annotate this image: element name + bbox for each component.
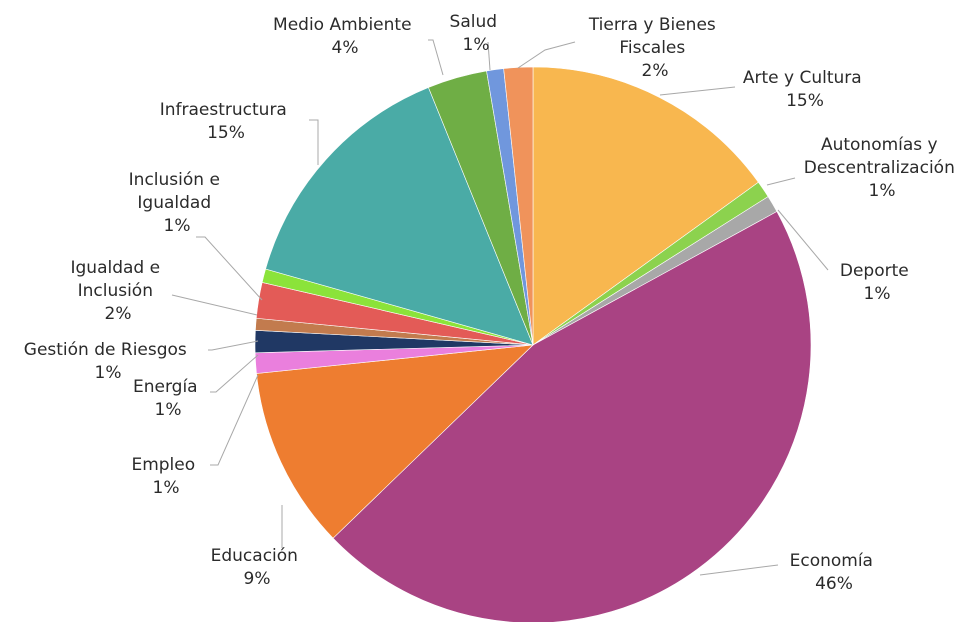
label-empleo: Empleo 1%: [131, 455, 200, 498]
leader-tierra: [517, 41, 576, 69]
label-gestion: Gestión de Riesgos 1%: [24, 340, 192, 383]
label-economia: Economía 46%: [790, 551, 879, 594]
label-medio-ambiente: Medio Ambiente 4%: [273, 15, 417, 58]
leader-arte-y-cultura: [659, 86, 736, 96]
slice-infraestructura: [265, 87, 534, 346]
label-deporte: Deporte 1%: [840, 261, 914, 304]
leader-infraestructura: [309, 119, 319, 165]
label-inclusion: Inclusión e Igualdad 1%: [129, 170, 226, 236]
leader-medio-ambiente: [428, 39, 444, 76]
label-energia: Energía 1%: [133, 377, 203, 420]
leader-salud: [487, 41, 491, 71]
leader-inclusion: [196, 236, 263, 301]
leader-economia: [699, 564, 779, 576]
slice-educacion: [256, 344, 534, 539]
label-igualdad: Igualdad e Inclusión 2%: [71, 258, 166, 324]
label-autonomias: Autonomías y Descentralización 1%: [804, 135, 961, 201]
label-educacion: Educación 9%: [211, 546, 304, 589]
leader-empleo: [210, 374, 259, 466]
leader-energia: [210, 354, 259, 393]
leader-deporte: [777, 209, 829, 271]
leader-igualdad: [171, 294, 258, 316]
label-tierra: Tierra y Bienes Fiscales 2%: [588, 15, 721, 81]
slice-economia: [332, 211, 812, 622]
data-labels: Arte y Cultura 15% Autonomías y Descentr…: [24, 12, 961, 594]
label-salud: Salud 1%: [450, 12, 503, 55]
label-arte-y-cultura: Arte y Cultura 15%: [743, 68, 867, 111]
slice-arte-y-cultura: [532, 66, 759, 346]
leader-autonomias: [766, 177, 796, 186]
leader-gestion: [208, 340, 259, 351]
leader-lines: [171, 39, 829, 576]
pie-slices: [254, 66, 812, 622]
label-infraestructura: Infraestructura 15%: [160, 100, 293, 143]
